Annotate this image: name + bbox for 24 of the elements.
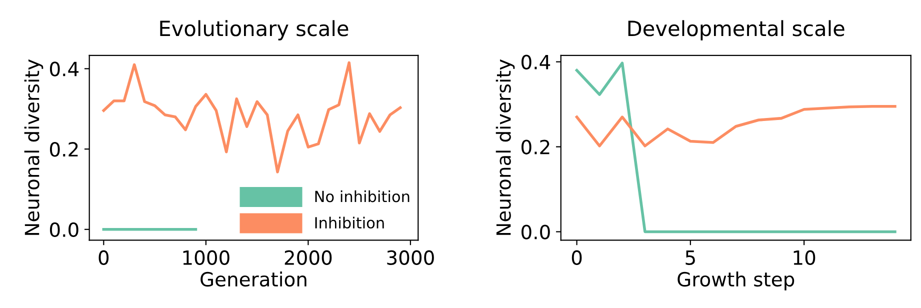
chart-title: Developmental scale	[628, 20, 844, 40]
x-tick-label: 2000	[284, 250, 332, 266]
y-tick-label: 0.2	[50, 142, 78, 157]
x-tick-label: 5	[686, 250, 695, 266]
x-tick-label: 0	[572, 250, 582, 266]
y-tick-label: 0.2	[522, 140, 550, 154]
y-tick-label: 0.4	[522, 54, 550, 70]
legend-label: Inhibition	[315, 216, 384, 229]
line-series	[102, 61, 402, 174]
legend-label: No inhibition	[315, 190, 410, 202]
x-tick-label: 1000	[183, 250, 230, 266]
chart-title: Evolutionary scale	[160, 20, 348, 40]
y-axis-title: Neuronal diversity	[24, 59, 44, 235]
x-tick-label: 0	[98, 250, 109, 266]
x-axis-title: Generation	[200, 272, 306, 287]
y-tick-label: 0.0	[522, 224, 550, 240]
y-axis-title: Neuronal diversity	[496, 59, 515, 235]
y-tick-label: 0.4	[50, 62, 79, 76]
x-axis-title: Growth step	[678, 272, 794, 290]
line-series	[575, 62, 896, 234]
x-tick-label: 10	[794, 250, 816, 266]
line-series	[575, 105, 896, 148]
x-tick-label: 3000	[387, 250, 434, 266]
y-tick-label: 0.0	[50, 222, 78, 238]
